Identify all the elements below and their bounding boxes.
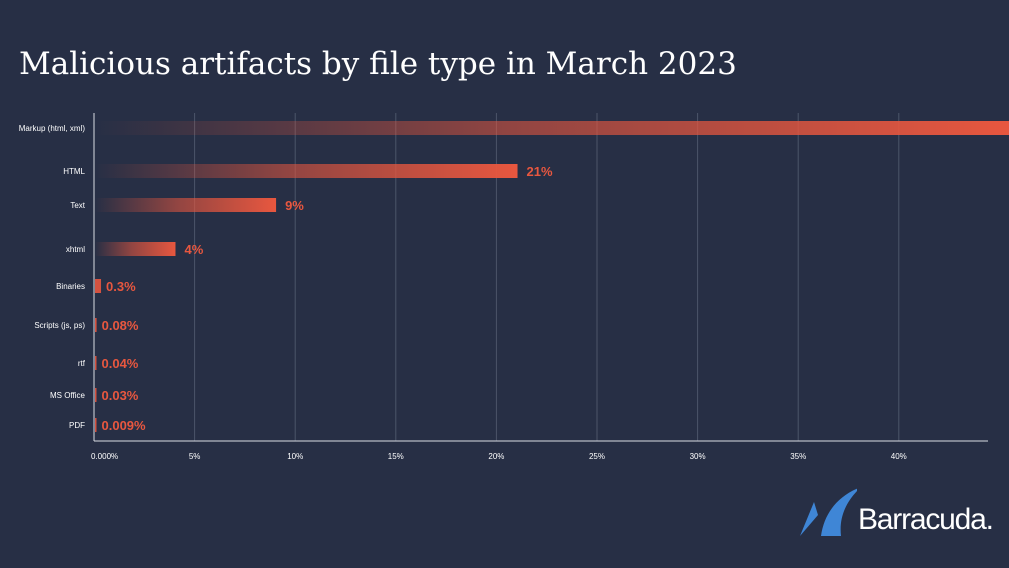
- category-label-4: Binaries: [56, 282, 85, 291]
- data-label-5: 0.08%: [102, 318, 139, 333]
- data-label-4: 0.3%: [106, 279, 136, 294]
- bar-1: [95, 164, 518, 178]
- bar-2: [95, 198, 277, 212]
- chart-title: Malicious artifacts by file type in Marc…: [19, 46, 737, 82]
- shark-fin-icon: [800, 488, 857, 536]
- data-label-8: 0.009%: [102, 418, 147, 433]
- bar-5: [95, 318, 97, 332]
- data-label-3: 4%: [184, 242, 203, 257]
- bar-6: [95, 356, 97, 370]
- data-label-6: 0.04%: [102, 356, 139, 371]
- barracuda-logo: Barracuda.: [797, 484, 1007, 540]
- x-tick-label-6: 30%: [690, 452, 706, 461]
- bar-7: [95, 388, 97, 402]
- bar-3: [95, 242, 176, 256]
- category-label-5: Scripts (js, ps): [34, 321, 85, 330]
- category-label-6: rtf: [78, 359, 86, 368]
- x-tick-label-8: 40%: [891, 452, 907, 461]
- category-label-2: Text: [70, 201, 85, 210]
- x-tick-label-1: 5%: [189, 452, 201, 461]
- x-tick-label-3: 15%: [388, 452, 404, 461]
- x-tick-label-2: 10%: [287, 452, 303, 461]
- category-label-1: HTML: [63, 167, 85, 176]
- data-label-2: 9%: [285, 198, 304, 213]
- category-label-7: MS Office: [50, 391, 86, 400]
- x-tick-label-4: 20%: [488, 452, 504, 461]
- bar-0: [95, 121, 1009, 135]
- x-tick-label-7: 35%: [790, 452, 806, 461]
- data-label-1: 21%: [527, 164, 553, 179]
- x-tick-label-0: 0.000%: [91, 452, 118, 461]
- category-label-8: PDF: [69, 421, 85, 430]
- bar-4: [95, 279, 102, 293]
- bar-8: [95, 418, 97, 432]
- x-tick-label-5: 25%: [589, 452, 605, 461]
- data-label-7: 0.03%: [102, 388, 139, 403]
- category-label-0: Markup (html, xml): [19, 124, 86, 133]
- category-label-3: xhtml: [66, 245, 85, 254]
- logo-wordmark: Barracuda.: [858, 503, 994, 536]
